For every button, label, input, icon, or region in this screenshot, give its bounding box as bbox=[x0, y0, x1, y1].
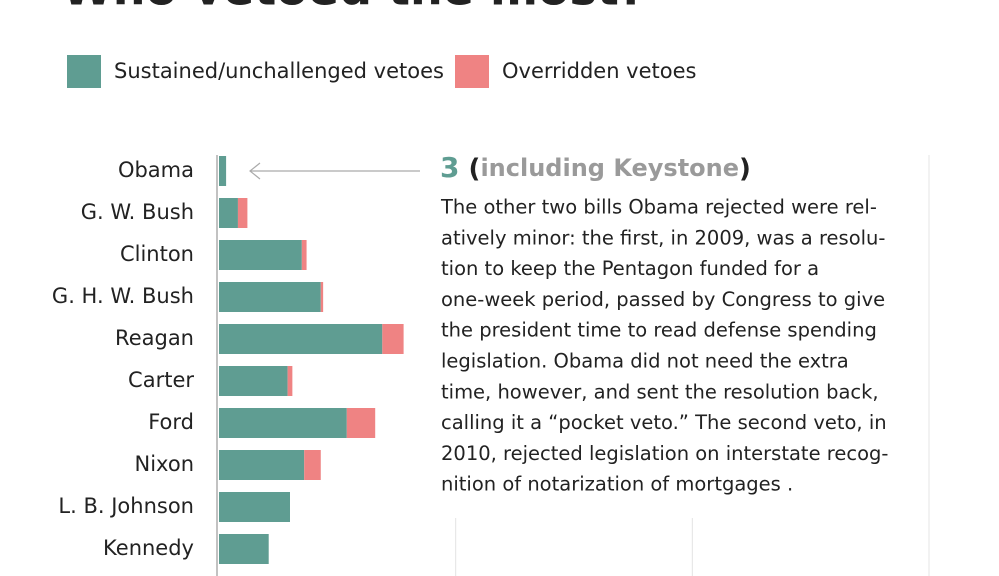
y-tick-label: Carter bbox=[128, 368, 194, 392]
bar bbox=[219, 156, 227, 186]
annotation-line: calling it a “pocket veto.” The second v… bbox=[441, 411, 887, 434]
annotation-title-part: ( bbox=[469, 154, 481, 184]
legend-swatch bbox=[67, 55, 101, 88]
annotation-title: 3 (including Keystone) bbox=[440, 151, 751, 184]
bar bbox=[304, 450, 321, 480]
annotation-line: tion to keep the Pentagon funded for a bbox=[441, 257, 819, 280]
y-tick-label: L. B. Johnson bbox=[58, 494, 194, 518]
annotation-line: time, however, and sent the resolution b… bbox=[441, 380, 879, 403]
annotation-line: one-week period, passed by Congress to g… bbox=[441, 288, 885, 311]
y-tick-label: Kennedy bbox=[103, 536, 194, 560]
chart-title: Who vetoed the most? bbox=[62, 0, 646, 16]
annotation-title-part: 3 bbox=[440, 151, 459, 184]
annotation-title-part: ) bbox=[739, 154, 751, 184]
bar bbox=[219, 198, 238, 228]
bar bbox=[237, 198, 248, 228]
y-tick-label: Clinton bbox=[120, 242, 194, 266]
annotation-line: 2010, rejected legislation on interstate… bbox=[441, 442, 888, 465]
legend-label: Sustained/unchallenged vetoes bbox=[114, 59, 444, 83]
annotation-title-part: including Keystone bbox=[480, 154, 739, 182]
legend-swatch bbox=[455, 55, 489, 88]
bar bbox=[219, 282, 321, 312]
bar bbox=[219, 492, 290, 522]
bar bbox=[219, 366, 288, 396]
y-tick-label: Ford bbox=[148, 410, 194, 434]
annotation-line: The other two bills Obama rejected were … bbox=[440, 196, 877, 219]
y-tick-label: Obama bbox=[118, 158, 194, 182]
bar bbox=[320, 282, 324, 312]
legend-label: Overridden vetoes bbox=[502, 59, 696, 83]
bar bbox=[219, 240, 302, 270]
y-tick-label: G. H. W. Bush bbox=[52, 284, 194, 308]
bar bbox=[382, 324, 404, 354]
annotation-line: the president time to read defense spend… bbox=[441, 319, 877, 342]
annotation-line: atively minor: the first, in 2009, was a… bbox=[441, 226, 885, 249]
y-tick-label: G. W. Bush bbox=[81, 200, 194, 224]
bar bbox=[219, 534, 269, 564]
bar bbox=[219, 450, 305, 480]
annotation-line: nition of notarization of mortgages . bbox=[441, 473, 793, 496]
annotation-bg bbox=[436, 148, 891, 518]
annotation-line: legislation. Obama did not need the extr… bbox=[441, 350, 849, 373]
y-tick-label: Reagan bbox=[115, 326, 194, 350]
bar bbox=[287, 366, 293, 396]
bar bbox=[346, 408, 376, 438]
bar bbox=[301, 240, 307, 270]
y-tick-label: Nixon bbox=[135, 452, 194, 476]
bar bbox=[219, 408, 347, 438]
bar bbox=[219, 324, 383, 354]
arrow-head bbox=[249, 162, 261, 180]
